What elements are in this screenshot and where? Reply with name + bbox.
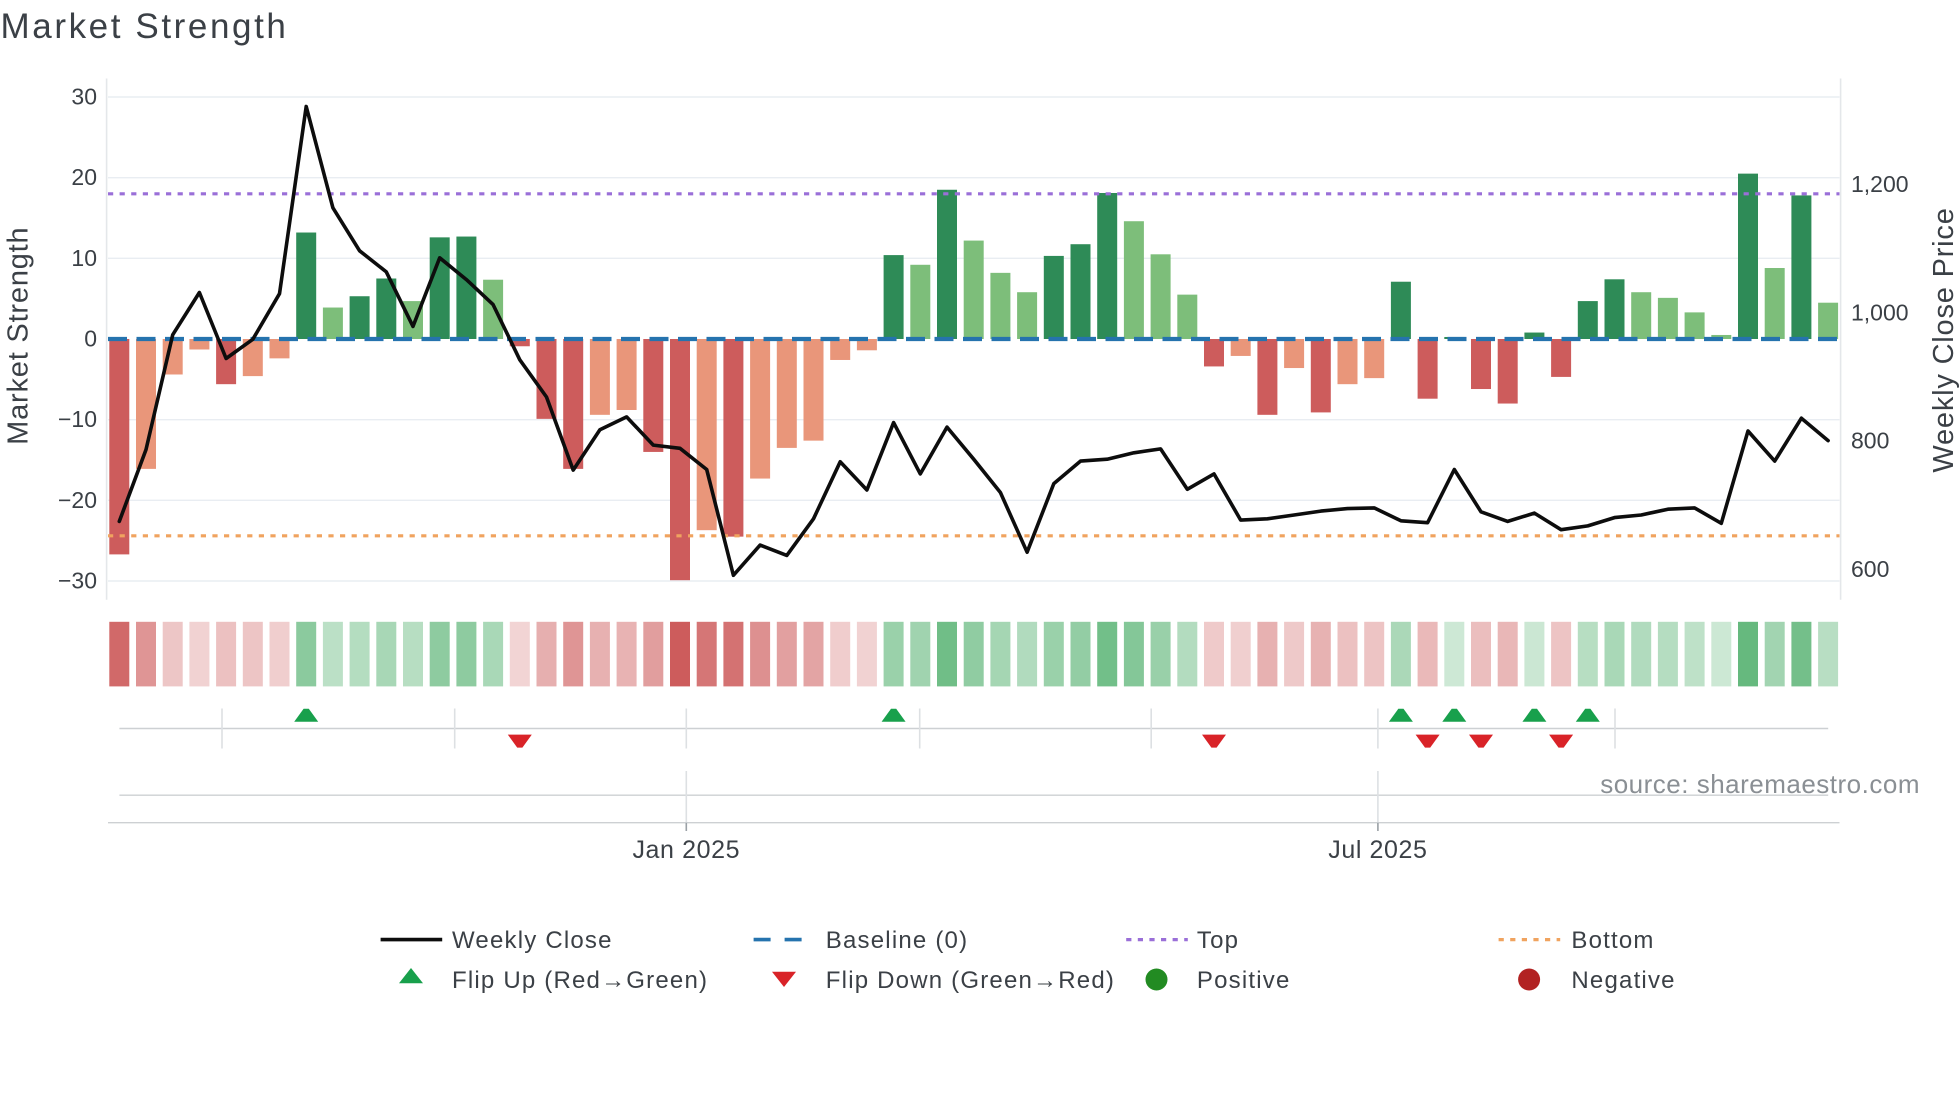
svg-text:−20: −20 xyxy=(58,487,97,513)
svg-text:1,200: 1,200 xyxy=(1851,171,1909,197)
svg-text:20: 20 xyxy=(71,164,97,190)
svg-text:Market Strength: Market Strength xyxy=(1,7,289,46)
svg-text:Market Strength: Market Strength xyxy=(3,227,35,445)
svg-text:−10: −10 xyxy=(58,406,97,432)
svg-text:10: 10 xyxy=(71,245,97,271)
svg-text:Negative: Negative xyxy=(1571,967,1675,994)
svg-text:600: 600 xyxy=(1851,556,1889,582)
svg-text:Bottom: Bottom xyxy=(1571,927,1654,954)
svg-text:Top: Top xyxy=(1197,927,1239,954)
svg-text:Positive: Positive xyxy=(1197,967,1291,994)
svg-text:Weekly Close: Weekly Close xyxy=(452,927,613,954)
svg-text:−30: −30 xyxy=(58,568,97,594)
svg-text:800: 800 xyxy=(1851,428,1889,454)
svg-text:Jan 2025: Jan 2025 xyxy=(632,836,740,864)
svg-text:Jul 2025: Jul 2025 xyxy=(1328,836,1427,864)
svg-text:30: 30 xyxy=(71,84,97,110)
svg-text:1,000: 1,000 xyxy=(1851,300,1909,326)
svg-text:Flip Down (Green→Red): Flip Down (Green→Red) xyxy=(826,967,1115,994)
svg-text:0: 0 xyxy=(84,326,97,352)
svg-text:source: sharemaestro.com: source: sharemaestro.com xyxy=(1600,769,1920,799)
svg-text:Baseline (0): Baseline (0) xyxy=(826,927,968,954)
svg-text:Weekly Close Price: Weekly Close Price xyxy=(1928,207,1960,472)
svg-text:Flip Up (Red→Green): Flip Up (Red→Green) xyxy=(452,967,708,994)
